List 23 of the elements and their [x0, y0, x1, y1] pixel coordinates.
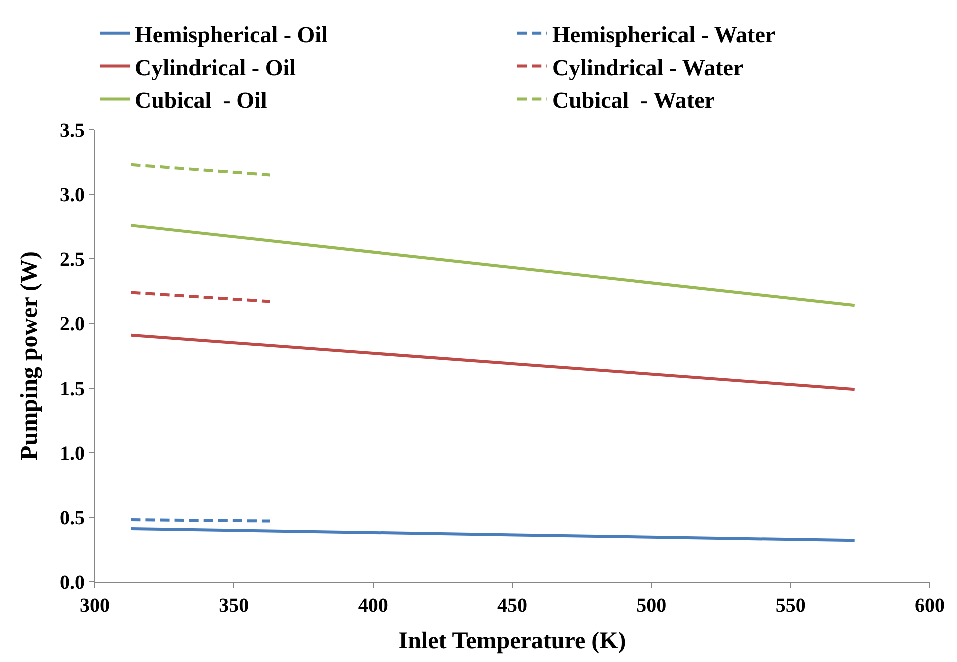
legend-label: Cylindrical - Water [552, 55, 744, 80]
y-tick-label: 3.5 [60, 120, 85, 142]
y-tick-label: 0.0 [60, 572, 85, 594]
x-tick-label: 550 [776, 595, 806, 617]
x-tick-label: 400 [358, 595, 388, 617]
legend-label: Hemispherical - Oil [135, 22, 328, 48]
legend-label: Hemispherical - Water [552, 22, 776, 48]
legend-label: Cubical - Water [552, 88, 715, 114]
y-tick-label: 2.0 [60, 314, 85, 336]
legend-label: Cubical - Oil [135, 88, 268, 114]
y-tick-label: 0.5 [60, 507, 85, 530]
y-tick-label: 2.5 [60, 249, 85, 272]
x-axis-title: Inlet Temperature (K) [398, 628, 626, 654]
y-tick-label: 1.5 [60, 378, 85, 400]
y-tick-label: 3.0 [60, 184, 85, 207]
x-tick-label: 450 [498, 595, 528, 617]
x-tick-label: 500 [636, 595, 667, 617]
y-tick-label: 1.0 [60, 442, 85, 465]
x-tick-label: 350 [219, 595, 250, 617]
y-axis-title: Pumping power (W) [17, 252, 44, 460]
x-tick-label: 300 [80, 595, 110, 617]
legend-label: Cylindrical - Oil [135, 55, 296, 80]
x-tick-label: 600 [915, 595, 945, 617]
